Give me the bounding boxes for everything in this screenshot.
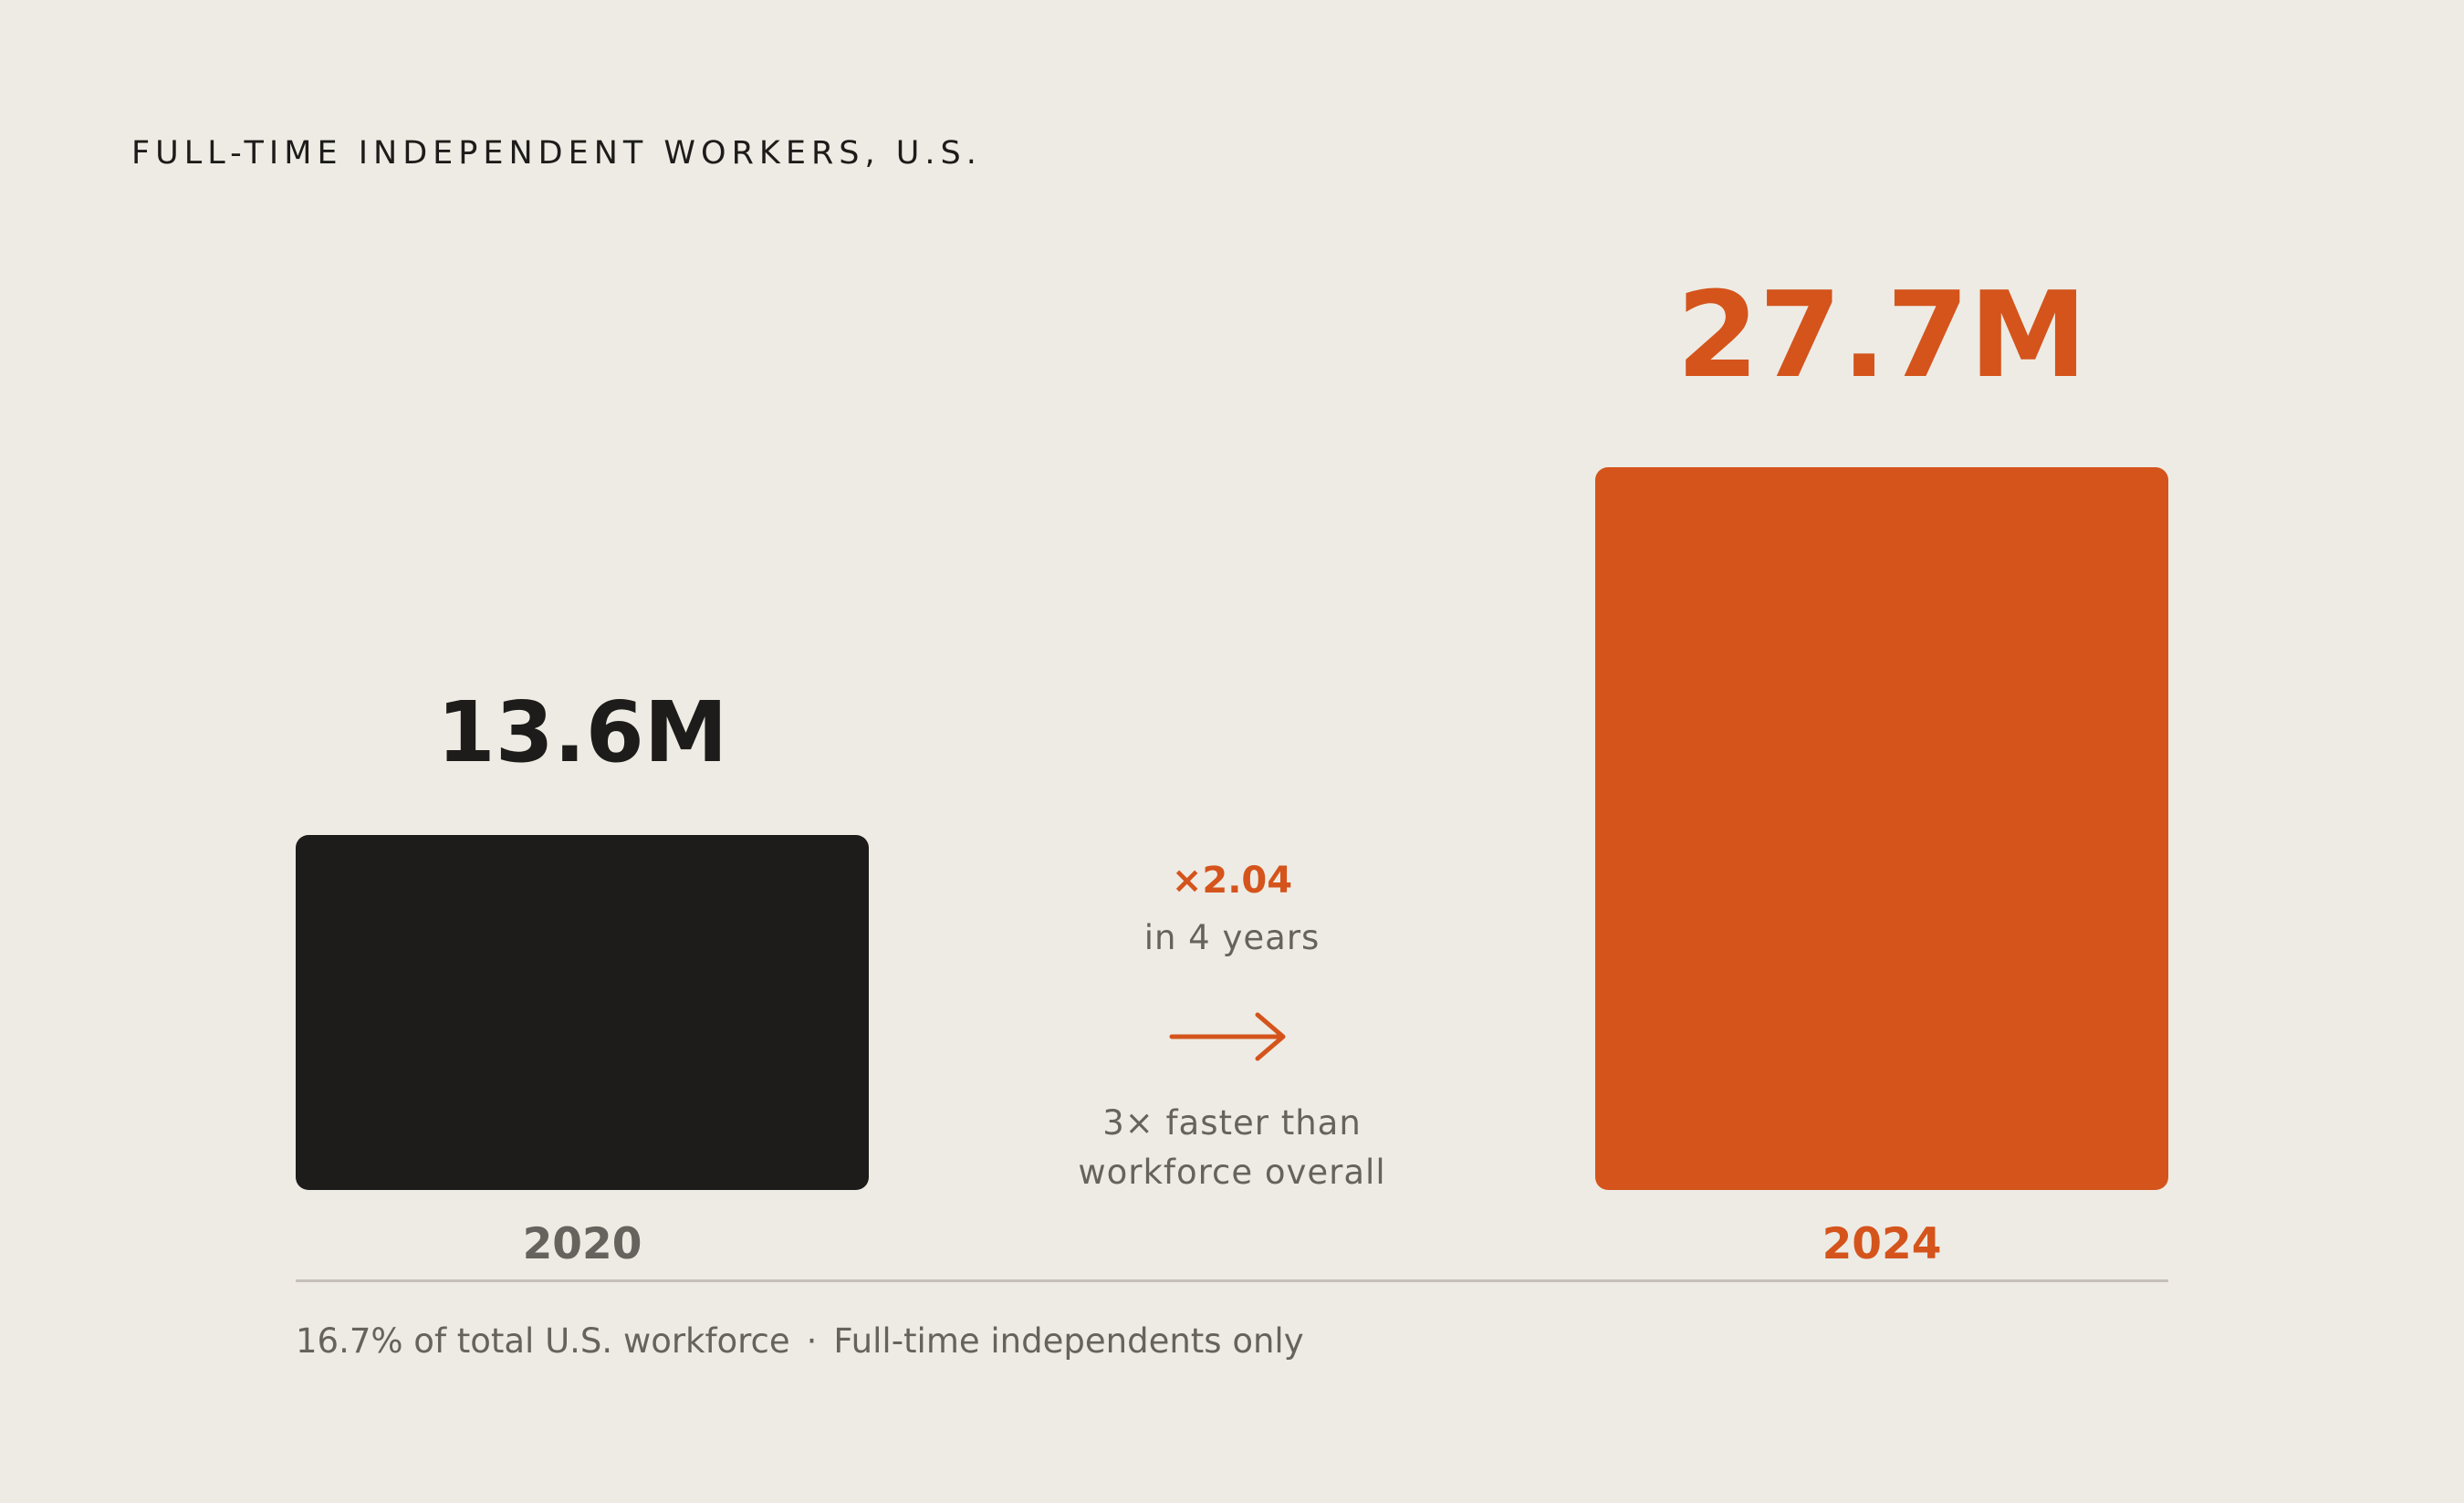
footnote: 16.7% of total U.S. workforce · Full-time … bbox=[296, 1321, 1304, 1361]
bar-2020 bbox=[296, 835, 869, 1190]
category-label-2024: 2024 bbox=[1822, 1219, 1942, 1269]
growth-period: in 4 years bbox=[1143, 918, 1321, 957]
footnote-scope: Full-time independents only bbox=[833, 1321, 1304, 1361]
chart-baseline bbox=[296, 1279, 2168, 1282]
comparison-line-2: workforce overall bbox=[1078, 1153, 1386, 1192]
chart-title: FULL-TIME INDEPENDENT WORKERS, U.S. bbox=[131, 135, 982, 172]
category-label-2020: 2020 bbox=[522, 1219, 642, 1269]
growth-multiplier: ×2.04 bbox=[1171, 860, 1293, 902]
footnote-separator: · bbox=[806, 1321, 818, 1361]
comparison-line-1: 3× faster than bbox=[1102, 1103, 1362, 1143]
footnote-share: 16.7% of total U.S. workforce bbox=[296, 1321, 790, 1361]
value-label-2020: 13.6M bbox=[436, 684, 728, 782]
growth-comparison: 3× faster than workforce overall bbox=[995, 1099, 1469, 1197]
arrow-right-icon bbox=[1169, 1012, 1286, 1061]
value-label-2024: 27.7M bbox=[1676, 265, 2088, 404]
bar-2024 bbox=[1595, 466, 2168, 1190]
